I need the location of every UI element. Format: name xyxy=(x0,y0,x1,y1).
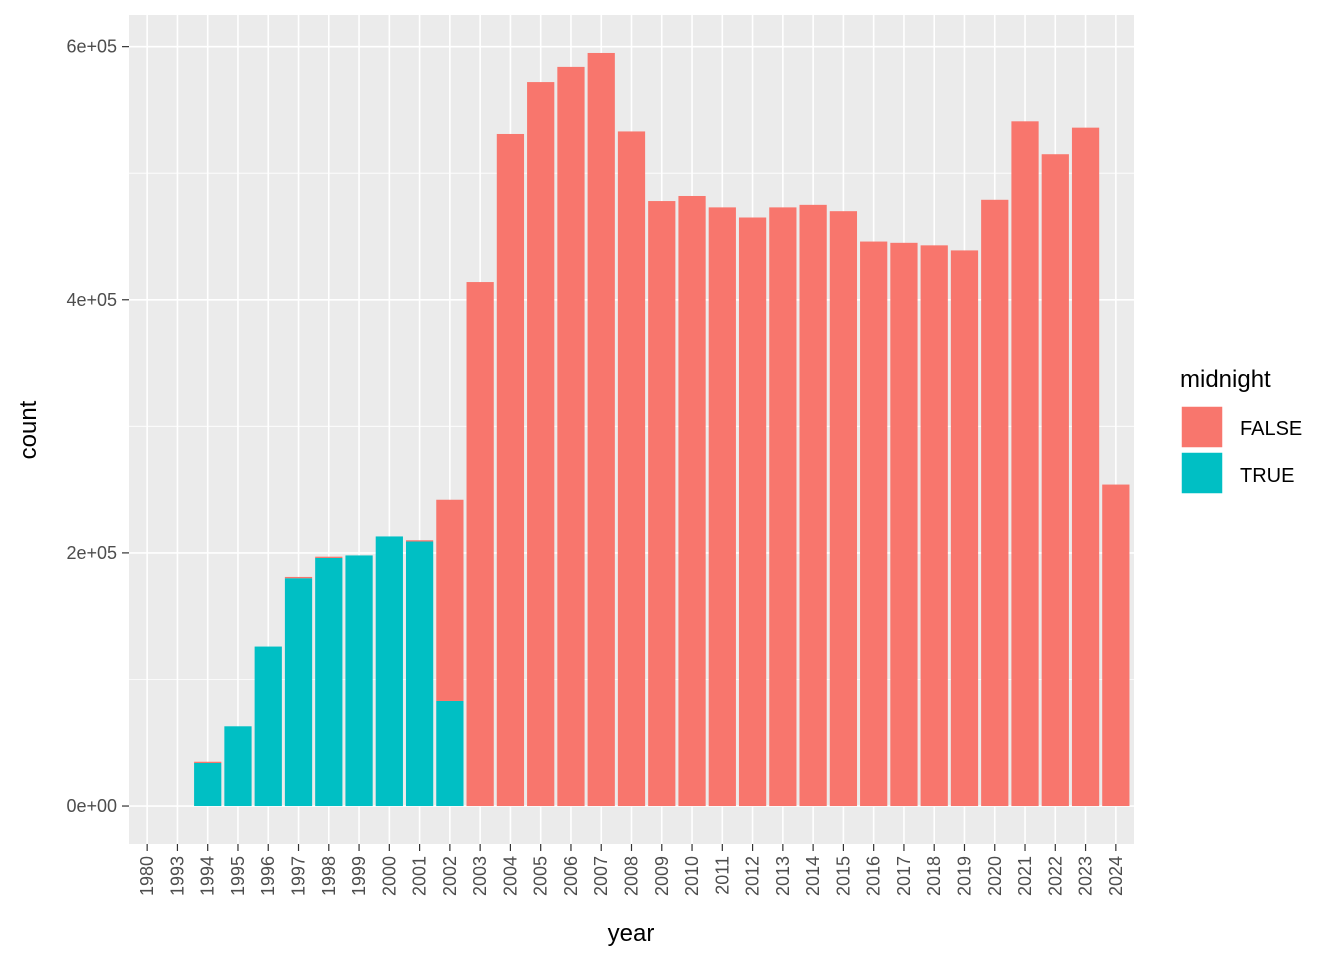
x-tick-label: 2022 xyxy=(1045,856,1065,896)
x-tick-label: 1998 xyxy=(319,856,339,896)
bar-false-2016 xyxy=(860,241,888,807)
bar-false-2021 xyxy=(1011,121,1039,807)
bar-true-1994 xyxy=(194,762,222,807)
bar-false-2013 xyxy=(769,207,797,807)
x-tick-label: 2008 xyxy=(622,856,642,896)
x-tick-label: 2011 xyxy=(712,856,732,895)
bar-false-2002 xyxy=(436,499,464,701)
legend: midnight FALSE TRUE xyxy=(1180,366,1302,495)
x-tick-label: 1994 xyxy=(198,856,218,896)
bar-false-2023 xyxy=(1071,127,1100,807)
x-tick-label: 2024 xyxy=(1106,856,1126,896)
y-axis-title: count xyxy=(15,400,42,459)
x-tick-label: 2017 xyxy=(894,856,914,896)
x-tick-label: 1997 xyxy=(289,856,309,896)
x-tick-label: 2000 xyxy=(379,856,399,896)
x-tick-label: 2020 xyxy=(985,856,1005,896)
y-tick-label: 0e+00 xyxy=(66,796,117,816)
bar-false-1994 xyxy=(194,761,222,763)
x-tick-label: 2006 xyxy=(561,856,581,896)
bar-true-2000 xyxy=(375,536,403,807)
bar-false-2003 xyxy=(466,282,494,807)
bar-false-2017 xyxy=(890,242,918,807)
bar-true-1996 xyxy=(254,646,282,807)
bar-true-2001 xyxy=(405,541,434,807)
x-tick-label: 1980 xyxy=(137,856,157,896)
x-axis-title: year xyxy=(608,920,655,947)
legend-label-false: FALSE xyxy=(1240,418,1302,440)
x-tick-label: 1999 xyxy=(349,856,369,896)
bar-false-2006 xyxy=(557,66,585,807)
bar-false-2024 xyxy=(1102,484,1130,807)
x-tick-label: 1996 xyxy=(258,856,278,896)
y-tick-label: 2e+05 xyxy=(66,543,117,563)
bar-true-2002 xyxy=(436,700,464,807)
bar-false-2004 xyxy=(496,133,525,807)
y-tick-label: 4e+05 xyxy=(66,290,117,310)
bar-false-2009 xyxy=(648,201,676,807)
bar-true-1995 xyxy=(224,726,252,807)
x-tick-label: 2013 xyxy=(773,856,793,896)
bar-false-2022 xyxy=(1041,154,1069,807)
x-tick-label: 2023 xyxy=(1076,856,1096,896)
legend-title: midnight xyxy=(1180,366,1271,393)
bar-false-2015 xyxy=(829,211,858,807)
x-tick-label: 2015 xyxy=(833,856,853,896)
bar-false-1997 xyxy=(284,576,313,579)
x-tick-label: 2009 xyxy=(652,856,672,896)
legend-label-true: TRUE xyxy=(1240,465,1294,487)
x-tick-label: 1993 xyxy=(167,856,187,896)
legend-key-true xyxy=(1180,451,1224,495)
x-tick-label: 2010 xyxy=(682,856,702,896)
x-tick-label: 2007 xyxy=(591,856,611,896)
x-tick-label: 1995 xyxy=(228,856,248,896)
bar-false-2001 xyxy=(405,540,434,542)
x-tick-label: 2004 xyxy=(500,856,520,896)
x-tick-label: 2002 xyxy=(440,856,460,896)
y-axis: 0e+00 2e+05 4e+05 6e+05 xyxy=(66,37,129,816)
bar-false-2018 xyxy=(920,245,948,807)
x-tick-label: 2018 xyxy=(924,856,944,896)
x-tick-label: 2021 xyxy=(1015,856,1035,896)
bars xyxy=(194,52,1130,807)
x-tick-label: 2014 xyxy=(803,856,823,896)
x-tick-label: 2005 xyxy=(531,856,551,896)
bar-false-2007 xyxy=(587,52,615,807)
bar-false-2005 xyxy=(527,82,555,807)
bar-true-1999 xyxy=(345,555,373,807)
bar-false-2008 xyxy=(617,131,646,807)
bar-true-1998 xyxy=(315,557,343,807)
x-tick-label: 2016 xyxy=(864,856,884,896)
x-tick-label: 2001 xyxy=(410,856,430,896)
x-tick-label: 2003 xyxy=(470,856,490,896)
bar-false-1998 xyxy=(315,556,343,558)
bar-true-1997 xyxy=(284,578,313,807)
legend-key-false xyxy=(1180,405,1224,449)
bar-false-2014 xyxy=(799,204,827,807)
x-tick-label: 2019 xyxy=(954,856,974,896)
y-tick-label: 6e+05 xyxy=(66,37,117,57)
x-axis: 1980 1993 1994 1995 1996 1997 1998 1999 2000 2001… xyxy=(137,844,1126,896)
bar-false-2012 xyxy=(738,217,767,807)
bar-false-2010 xyxy=(678,195,706,807)
x-tick-label: 2012 xyxy=(743,856,763,896)
bar-false-2011 xyxy=(708,207,736,807)
bar-false-2020 xyxy=(981,199,1009,807)
bar-false-2019 xyxy=(950,250,979,807)
